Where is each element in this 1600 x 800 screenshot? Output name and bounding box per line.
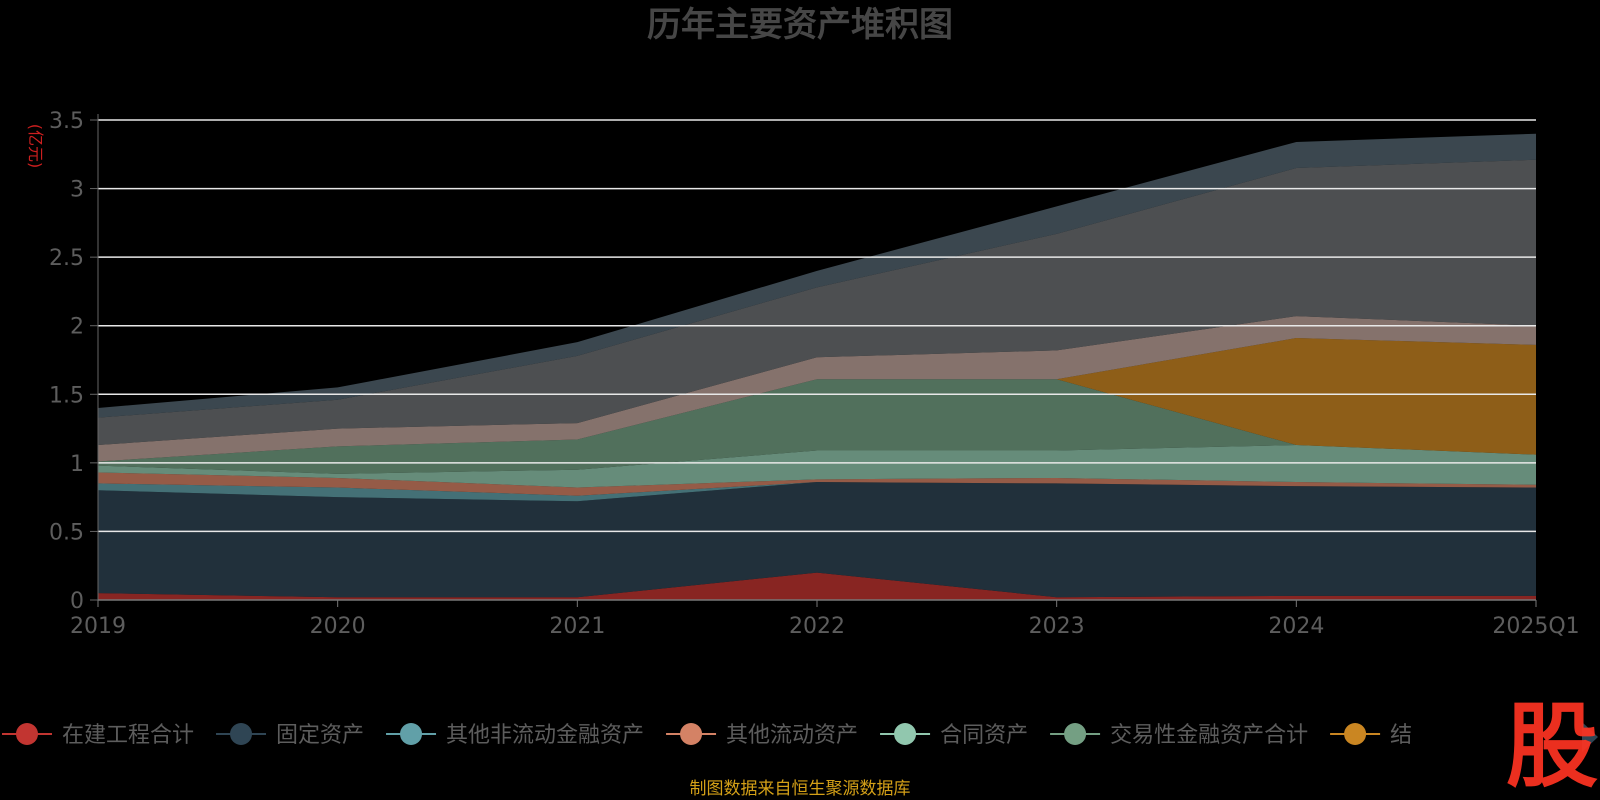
area-series-8 bbox=[98, 159, 1536, 446]
gridlines bbox=[90, 114, 1536, 601]
x-axis: 2019 2020 2021 2022 2023 2024 2025Q1 bbox=[70, 599, 1580, 639]
legend-swatch-marker bbox=[400, 723, 423, 745]
area-series-7 bbox=[98, 316, 1536, 462]
legend-item[interactable]: 交易性金融资产合计 bbox=[1050, 723, 1308, 748]
legend-label: 合同资产 bbox=[940, 723, 1028, 748]
legend-label: 固定资产 bbox=[276, 723, 364, 748]
legend-swatch-marker bbox=[680, 723, 703, 745]
legend-swatch-marker bbox=[894, 723, 917, 745]
legend-swatch-marker bbox=[230, 723, 253, 745]
y-tick-label: 1 bbox=[70, 452, 84, 477]
legend-item[interactable]: 在建工程合计 bbox=[2, 723, 194, 748]
area-series-group bbox=[98, 133, 1536, 600]
x-tick-label: 2025Q1 bbox=[1492, 614, 1579, 639]
legend-item[interactable]: 其他流动资产 bbox=[666, 723, 858, 748]
legend-swatch-marker bbox=[1344, 723, 1367, 745]
y-axis-unit-label: (亿元) bbox=[26, 124, 45, 169]
x-tick-label: 2020 bbox=[310, 614, 366, 639]
y-tick-label: 2.5 bbox=[49, 246, 84, 271]
legend-item[interactable]: 合同资产 bbox=[880, 723, 1028, 748]
area-series-6 bbox=[98, 338, 1536, 462]
watermark-logo: 股 bbox=[1506, 693, 1598, 800]
y-tick-label: 3.5 bbox=[49, 109, 84, 134]
legend-label: 交易性金融资产合计 bbox=[1110, 723, 1308, 748]
legend-next-page-icon[interactable] bbox=[1582, 722, 1598, 752]
y-tick-label: 0 bbox=[70, 589, 84, 614]
y-axis-ticks: 0 0.5 1 1.5 2 2.5 3 3.5 bbox=[49, 109, 84, 614]
y-tick-label: 3 bbox=[70, 178, 84, 203]
legend-label: 在建工程合计 bbox=[62, 723, 194, 748]
y-tick-label: 2 bbox=[70, 315, 84, 340]
legend-item[interactable]: 其他非流动金融资产 bbox=[386, 723, 644, 748]
legend-item[interactable]: 结 bbox=[1330, 723, 1412, 748]
area-series-2 bbox=[98, 482, 1536, 502]
legend: 在建工程合计 固定资产 其他非流动金融资产 其他流动资产 合同资产 交易性金融资产合计 结 bbox=[2, 723, 1412, 748]
x-tick-label: 2022 bbox=[789, 614, 845, 639]
area-series-5 bbox=[98, 379, 1536, 474]
legend-label: 结 bbox=[1390, 723, 1412, 748]
chart-title: 历年主要资产堆积图 bbox=[647, 5, 953, 45]
legend-label: 其他流动资产 bbox=[726, 723, 858, 748]
legend-swatch-marker bbox=[1064, 723, 1087, 745]
x-tick-label: 2023 bbox=[1029, 614, 1085, 639]
area-series-1 bbox=[98, 482, 1536, 598]
legend-item[interactable]: 固定资产 bbox=[216, 723, 364, 748]
x-tick-label: 2019 bbox=[70, 614, 126, 639]
area-series-4 bbox=[98, 445, 1536, 488]
y-tick-label: 0.5 bbox=[49, 520, 84, 545]
legend-label: 其他非流动金融资产 bbox=[446, 723, 644, 748]
y-tick-label: 1.5 bbox=[49, 383, 84, 408]
legend-swatch-marker bbox=[16, 723, 38, 745]
data-source-note: 制图数据来自恒生聚源数据库 bbox=[690, 779, 911, 799]
area-series-3 bbox=[98, 472, 1536, 496]
x-tick-label: 2024 bbox=[1268, 614, 1324, 639]
area-series-0 bbox=[98, 572, 1536, 600]
x-tick-label: 2021 bbox=[549, 614, 605, 639]
area-series-9 bbox=[98, 133, 1536, 418]
